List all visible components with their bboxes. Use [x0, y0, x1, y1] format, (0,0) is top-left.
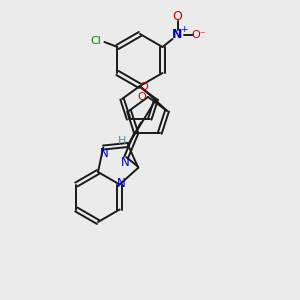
- Text: N: N: [121, 156, 130, 169]
- Text: N: N: [117, 177, 126, 190]
- Text: N: N: [172, 28, 183, 41]
- Text: O: O: [138, 92, 146, 102]
- Text: O: O: [140, 82, 148, 92]
- Text: O: O: [172, 11, 182, 23]
- Text: N: N: [100, 147, 109, 160]
- Text: H: H: [118, 136, 126, 146]
- Text: Cl: Cl: [90, 36, 101, 46]
- Text: +: +: [180, 26, 187, 34]
- Text: O⁻: O⁻: [191, 30, 206, 40]
